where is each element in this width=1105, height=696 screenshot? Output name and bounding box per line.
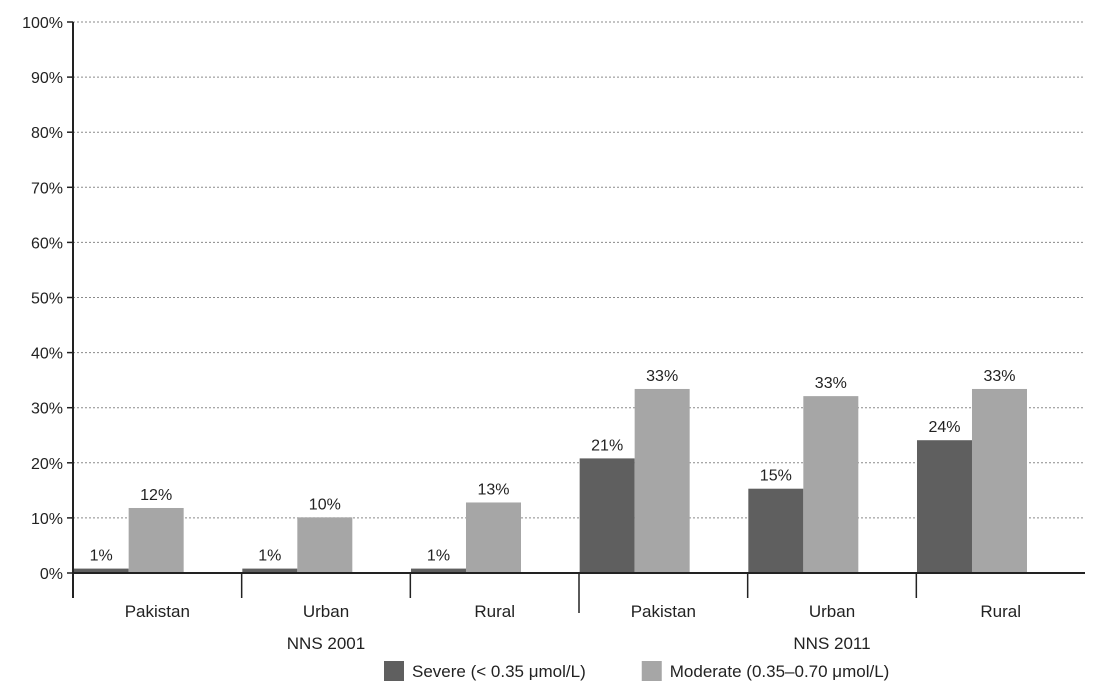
data-label: 33% <box>983 368 1015 385</box>
data-label: 33% <box>815 375 847 392</box>
data-label: 1% <box>427 548 450 565</box>
bar <box>242 568 298 573</box>
bar <box>128 507 184 573</box>
data-label: 24% <box>928 419 960 436</box>
category-label: Urban <box>809 602 855 621</box>
category-label: Pakistan <box>631 602 696 621</box>
data-label: 13% <box>477 481 509 498</box>
y-tick-label: 100% <box>22 15 63 32</box>
y-tick-label: 50% <box>31 291 63 308</box>
category-label: Urban <box>303 602 349 621</box>
y-tick-label: 40% <box>31 346 63 363</box>
bar <box>803 396 859 573</box>
bar <box>73 568 129 573</box>
data-label: 10% <box>309 496 341 513</box>
data-label: 21% <box>591 437 623 454</box>
data-label: 1% <box>258 548 281 565</box>
bar <box>579 458 635 573</box>
y-axis-ticks: 0% 10% 20% 30% 40% 50% 60% 70% 80% 90% 100% <box>22 15 63 583</box>
bar <box>634 388 690 573</box>
legend: Severe (< 0.35 μmol/L) Moderate (0.35–0.7… <box>384 661 889 681</box>
bar <box>297 517 353 573</box>
legend-label: Severe (< 0.35 μmol/L) <box>412 662 586 681</box>
data-labels: 1% 1% 1% 21% 15% 24% 12% 10% 13% 33% 33% 33% <box>90 368 1016 565</box>
category-label: Rural <box>980 602 1021 621</box>
legend-label: Moderate (0.35–0.70 μmol/L) <box>670 662 890 681</box>
bar <box>410 568 466 573</box>
x-axis-labels: Pakistan Urban Rural Pakistan Urban Rural NNS … <box>125 602 1021 653</box>
bars <box>73 388 1027 573</box>
y-tick-label: 10% <box>31 511 63 528</box>
legend-swatch <box>384 661 404 681</box>
bar <box>916 440 972 573</box>
group-label: NNS 2001 <box>287 634 365 653</box>
category-label: Rural <box>474 602 515 621</box>
data-label: 15% <box>760 468 792 485</box>
bar <box>971 388 1027 573</box>
axes <box>67 21 1085 613</box>
data-label: 1% <box>90 548 113 565</box>
y-tick-label: 0% <box>40 566 63 583</box>
category-label: Pakistan <box>125 602 190 621</box>
y-tick-label: 30% <box>31 401 63 418</box>
data-label: 12% <box>140 487 172 504</box>
legend-swatch <box>641 661 662 681</box>
y-tick-label: 70% <box>31 180 63 197</box>
y-tick-label: 90% <box>31 70 63 87</box>
y-tick-label: 60% <box>31 235 63 252</box>
gridlines <box>73 21 1085 519</box>
bar <box>748 488 804 573</box>
bar <box>465 502 521 573</box>
y-tick-label: 20% <box>31 456 63 473</box>
y-tick-label: 80% <box>31 125 63 142</box>
group-label: NNS 2011 <box>793 634 870 653</box>
data-label: 33% <box>646 368 678 385</box>
